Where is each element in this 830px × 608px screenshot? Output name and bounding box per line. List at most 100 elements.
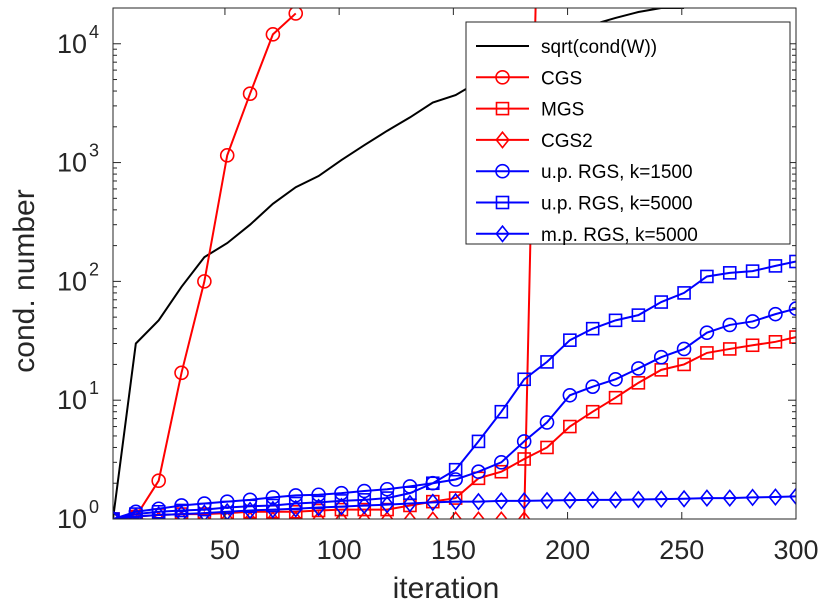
data-point [517, 372, 531, 387]
data-point [562, 387, 578, 403]
data-point [562, 491, 578, 510]
data-point [197, 504, 212, 519]
data-point [471, 434, 486, 449]
legend-entry-1: CGS [476, 68, 582, 89]
data-point [585, 490, 600, 509]
legend-marker [495, 70, 510, 85]
y-tick-label: 10 [57, 266, 87, 296]
data-point [768, 306, 783, 322]
data-point [197, 274, 212, 289]
data-point [266, 498, 280, 513]
series-line [113, 307, 796, 519]
data-point [288, 8, 304, 21]
plot-area [113, 8, 796, 519]
data-point [631, 308, 646, 322]
data-point [788, 487, 796, 506]
x-tick-label: 200 [545, 535, 590, 565]
data-point [380, 511, 394, 519]
data-point [219, 148, 235, 163]
data-point [494, 511, 508, 519]
data-point [265, 500, 281, 519]
y-tick-label: 10 [57, 504, 87, 534]
data-point [745, 264, 760, 278]
legend-label: CGS2 [541, 131, 593, 152]
data-point [494, 464, 509, 479]
data-point [585, 379, 600, 394]
data-point [722, 317, 738, 333]
data-point [631, 490, 646, 509]
data-point [151, 506, 166, 519]
legend-label: MGS [541, 100, 584, 121]
series-line [113, 260, 796, 519]
series-5 [113, 254, 796, 519]
data-point [312, 511, 325, 519]
data-point [789, 254, 796, 269]
data-point [677, 286, 691, 300]
data-point [449, 511, 462, 519]
data-point [311, 487, 326, 503]
data-point [265, 27, 281, 42]
x-tick-label: 300 [773, 535, 818, 565]
data-point [768, 259, 783, 273]
data-point [448, 472, 463, 487]
data-point [788, 301, 796, 316]
x-tick-label: 100 [317, 535, 362, 565]
data-point [289, 511, 303, 519]
legend-marker [495, 224, 510, 243]
data-point [494, 404, 509, 419]
legend-entry-5: u.p. RGS, k=5000 [476, 194, 693, 215]
legend-entry-3: CGS2 [476, 131, 593, 152]
y-tick-label: 10 [57, 29, 87, 59]
data-point [768, 335, 783, 349]
data-point [608, 371, 623, 387]
data-point [357, 511, 371, 519]
series-line [113, 495, 796, 519]
data-point [516, 491, 532, 510]
data-point [265, 490, 281, 505]
y-tick-exponent: 4 [89, 22, 99, 42]
data-point [243, 511, 257, 519]
data-point [426, 511, 440, 519]
y-tick-label: 10 [57, 148, 87, 178]
data-point [357, 502, 372, 517]
data-point [676, 489, 692, 508]
data-point [311, 498, 326, 517]
legend-box [465, 21, 791, 245]
y-tick-exponent: 2 [89, 259, 99, 279]
data-point [472, 511, 485, 519]
data-point [608, 390, 623, 405]
data-point [402, 494, 418, 513]
data-point [174, 365, 189, 381]
data-point [631, 376, 646, 390]
data-point [220, 500, 235, 515]
data-point [516, 434, 532, 449]
legend-label: m.p. RGS, k=5000 [541, 225, 698, 246]
data-point [288, 499, 303, 518]
data-point [653, 349, 669, 365]
data-point [288, 504, 303, 519]
plot-frame [112, 7, 797, 520]
legend-marker [495, 195, 510, 210]
data-point [563, 419, 577, 434]
data-point [700, 269, 714, 284]
data-point [220, 502, 235, 519]
data-point [540, 355, 554, 369]
y-tick-exponent: 1 [89, 378, 99, 398]
x-axis-label: iteration [393, 572, 500, 605]
data-point [585, 321, 600, 336]
data-point [357, 496, 372, 515]
data-point [722, 342, 737, 356]
data-point [403, 486, 417, 500]
data-point [379, 495, 395, 514]
data-point [448, 491, 463, 505]
legend-entry-0: sqrt(cond(W)) [476, 37, 657, 58]
data-point [563, 333, 577, 347]
legend-marker [495, 163, 510, 179]
series-6 [113, 487, 796, 519]
data-point [745, 338, 760, 353]
data-point [676, 341, 692, 357]
x-tick-label: 150 [431, 535, 476, 565]
data-point [654, 490, 669, 509]
data-point [539, 491, 555, 510]
